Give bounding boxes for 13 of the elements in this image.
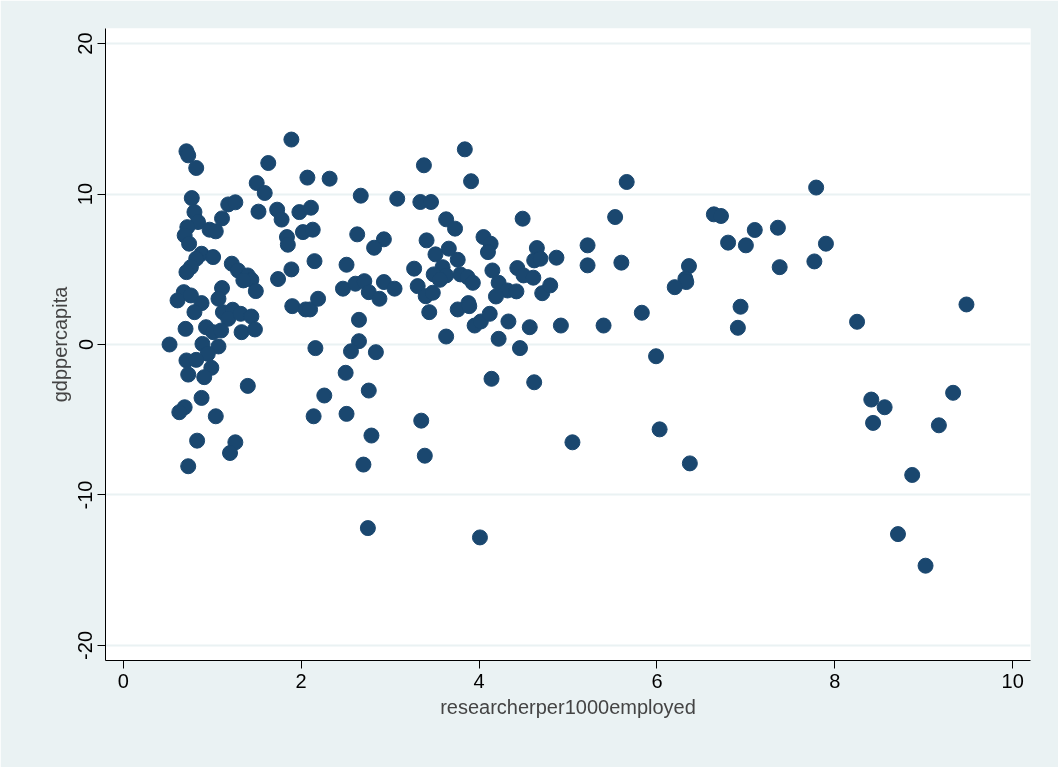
y-axis-title: gdppercapita xyxy=(48,285,71,403)
x-tick-label: 6 xyxy=(651,669,663,692)
x-tick-label: 2 xyxy=(295,669,307,692)
y-tick-label: 20 xyxy=(74,32,97,55)
y-tick-label: 0 xyxy=(74,338,97,351)
y-tick-label: 10 xyxy=(74,182,97,206)
x-tick-label: 0 xyxy=(117,669,129,692)
x-tick-label: 8 xyxy=(829,669,841,692)
y-tick-label: -10 xyxy=(74,480,97,510)
x-tick-label: 4 xyxy=(473,669,485,692)
x-axis-title: researcherper1000employed xyxy=(440,695,696,718)
y-tick-label: -20 xyxy=(74,631,97,660)
x-tick-label: 10 xyxy=(1001,669,1024,692)
